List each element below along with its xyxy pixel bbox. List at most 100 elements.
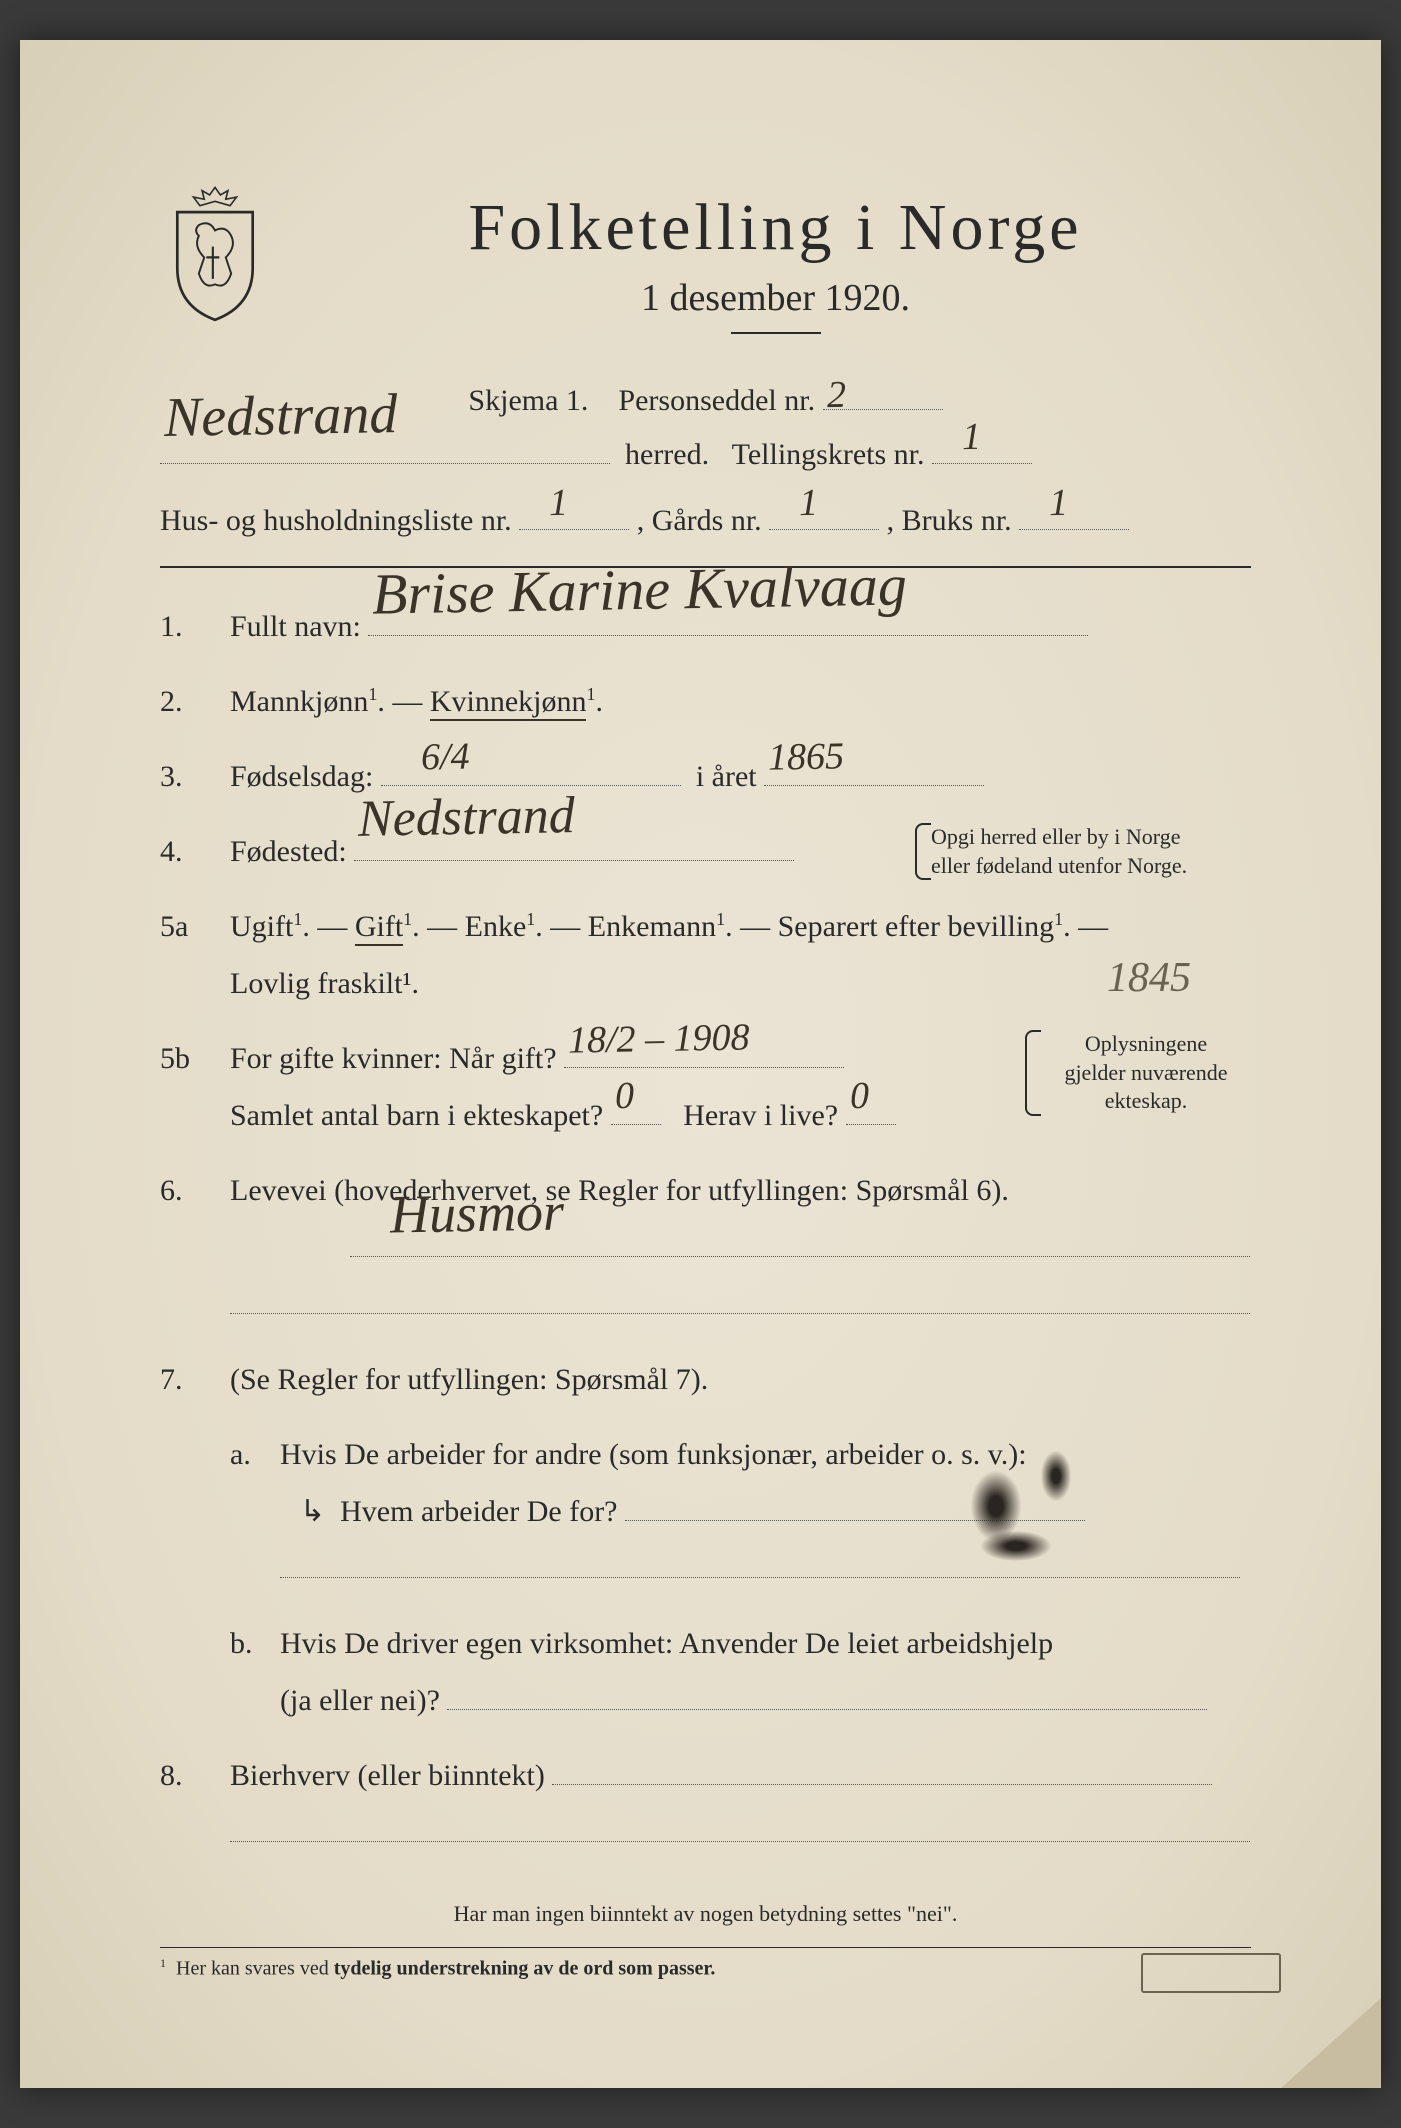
coat-of-arms-icon	[160, 182, 270, 322]
footnote-bottom: 1 Her kan svares ved tydelig understrekn…	[160, 1947, 1251, 1981]
bruk-value: 1	[1049, 468, 1069, 537]
q5b-body: For gifte kvinner: Når gift? 18/2 – 1908…	[230, 1030, 1251, 1144]
q5a-margin-note: 1845	[1107, 954, 1191, 1002]
q5b-label-b: Samlet antal barn i ekteskapet?	[230, 1099, 603, 1132]
q4-note-l1: Opgi herred eller by i Norge	[931, 823, 1251, 852]
q7a-slot2	[280, 1577, 1240, 1578]
q3-year-slot: 1865	[764, 785, 984, 786]
q7b-num: b.	[230, 1615, 280, 1729]
q7b-slot	[447, 1709, 1207, 1710]
q1-label: Fullt navn:	[230, 610, 361, 643]
q3-year-value: 1865	[768, 720, 845, 794]
person-nr-slot: 2	[823, 409, 943, 410]
q4-label: Fødested:	[230, 835, 347, 868]
ink-blot-3	[981, 1531, 1051, 1561]
q1-row: 1. Fullt navn: Brise Karine Kvalvaag	[160, 598, 1251, 655]
q8-slot	[552, 1784, 1212, 1785]
q5b-alive-slot: 0	[846, 1124, 896, 1125]
q7a-sub: Hvem arbeider De for?	[340, 1495, 617, 1528]
q5b-num: 5b	[160, 1042, 230, 1076]
q7-body: (Se Regler for utfyllingen: Spørsmål 7).…	[230, 1351, 1251, 1729]
herred-slot: Nedstrand	[160, 463, 610, 464]
person-nr-value: 2	[826, 373, 846, 417]
krets-value: 1	[961, 402, 981, 471]
q7a: a. Hvis De arbeider for andre (som funks…	[230, 1426, 1251, 1597]
herred-label: herred.	[625, 438, 709, 471]
q6-row: 6. Levevei (hovederhvervet, se Regler fo…	[160, 1162, 1251, 1333]
q5a-body: Ugift1. — Gift1. — Enke1. — Enkemann1. —…	[230, 898, 1251, 1012]
q4-note-l2: eller fødeland utenfor Norge.	[931, 852, 1251, 881]
q2-end: .	[595, 685, 603, 718]
q8-num: 8.	[160, 1759, 230, 1793]
krets-label: Tellingskrets nr.	[732, 438, 925, 471]
q5b-label-a: For gifte kvinner: Når gift?	[230, 1042, 557, 1075]
q5b-note-l3: ekteskap.	[1041, 1087, 1251, 1116]
title-block: Folketelling i Norge 1 desember 1920.	[300, 190, 1251, 334]
q7b-label: Hvis De driver egen virksomhet: Anvender…	[280, 1627, 1053, 1660]
q4-note: Opgi herred eller by i Norge eller fødel…	[931, 823, 1251, 880]
title-rule	[731, 332, 821, 334]
q7a-label: Hvis De arbeider for andre (som funksjon…	[280, 1438, 1027, 1471]
q8-body: Bierhverv (eller biinntekt)	[230, 1747, 1251, 1861]
q5a-row: 5a Ugift1. — Gift1. — Enke1. — Enkemann1…	[160, 898, 1251, 1012]
fn1-num: 1	[160, 1956, 166, 1970]
q6-label: Levevei (hovederhvervet, se Regler for u…	[230, 1174, 1009, 1207]
hus-value: 1	[549, 468, 569, 537]
skjema-prefix: Skjema 1.	[468, 384, 588, 417]
q5b-alive-value: 0	[849, 1060, 869, 1133]
q1-value: Brise Karine Kvalvaag	[371, 530, 908, 650]
q7a-num: a.	[230, 1426, 280, 1597]
krets-slot: 1	[932, 463, 1032, 464]
q8-label: Bierhverv (eller biinntekt)	[230, 1759, 545, 1792]
main-title: Folketelling i Norge	[300, 190, 1251, 266]
q2-label-b: Kvinnekjønn	[430, 685, 587, 721]
hus-slot: 1	[519, 529, 629, 530]
q3-row: 3. Fødselsdag: 6/4 i året 1865	[160, 748, 1251, 805]
q8-slot2	[230, 1841, 1250, 1842]
q4-main: Fødested: Nedstrand	[230, 823, 921, 880]
footnote-nei: Har man ingen biinntekt av nogen betydni…	[160, 1901, 1251, 1927]
q2-body: Mannkjønn1. — Kvinnekjønn1.	[230, 673, 1251, 730]
header: Folketelling i Norge 1 desember 1920.	[160, 190, 1251, 334]
bruk-slot: 1	[1019, 529, 1129, 530]
printer-stamp	[1141, 1953, 1281, 1993]
q1-slot: Brise Karine Kvalvaag	[368, 635, 1088, 636]
q1-body: Fullt navn: Brise Karine Kvalvaag	[230, 598, 1251, 655]
herred-value: Nedstrand	[163, 364, 398, 469]
herred-line: Nedstrand herred. Tellingskrets nr. 1	[160, 428, 1251, 482]
q8-row: 8. Bierhverv (eller biinntekt)	[160, 1747, 1251, 1861]
q2-sup1: 1	[368, 684, 377, 704]
q4-row: 4. Fødested: Nedstrand Opgi herred eller…	[160, 823, 1251, 880]
gard-label: , Gårds nr.	[637, 504, 762, 537]
q7b: b. Hvis De driver egen virksomhet: Anven…	[230, 1615, 1251, 1729]
q7b-body: Hvis De driver egen virksomhet: Anvender…	[280, 1615, 1251, 1729]
q7-row: 7. (Se Regler for utfyllingen: Spørsmål …	[160, 1351, 1251, 1729]
q1-num: 1.	[160, 610, 230, 644]
q3-label-b: i året	[696, 760, 757, 793]
q5a-text2: Lovlig fraskilt¹.	[230, 967, 419, 1000]
census-form-page: Folketelling i Norge 1 desember 1920. Sk…	[20, 40, 1381, 2088]
q5a-num: 5a	[160, 910, 230, 944]
q3-num: 3.	[160, 760, 230, 794]
q5b-row: 5b For gifte kvinner: Når gift? 18/2 – 1…	[160, 1030, 1251, 1144]
q7b-sub: (ja eller nei)?	[280, 1684, 440, 1717]
q6-slot2	[230, 1313, 1250, 1314]
q5b-children-slot: 0	[611, 1124, 661, 1125]
q4-value: Nedstrand	[357, 767, 575, 870]
q3-label-a: Fødselsdag:	[230, 760, 373, 793]
q2-label-a: Mannkjønn	[230, 685, 368, 718]
q2-sep: . —	[377, 685, 430, 718]
q7-label: (Se Regler for utfyllingen: Spørsmål 7).	[230, 1363, 708, 1396]
q5b-main: For gifte kvinner: Når gift? 18/2 – 1908…	[230, 1030, 1031, 1144]
ink-blot-2	[1041, 1451, 1071, 1501]
q6-body: Levevei (hovederhvervet, se Regler for u…	[230, 1162, 1251, 1333]
page-dogear	[1281, 1998, 1381, 2088]
q4-body: Fødested: Nedstrand Opgi herred eller by…	[230, 823, 1251, 880]
subtitle: 1 desember 1920.	[300, 276, 1251, 320]
skjema-person-label: Personseddel nr.	[618, 384, 815, 417]
q6-slot: Husmor	[350, 1256, 1250, 1257]
q5b-note: Oplysningene gjelder nuværende ekteskap.	[1041, 1030, 1251, 1116]
q5b-children-value: 0	[614, 1060, 634, 1133]
q2-num: 2.	[160, 685, 230, 719]
gard-slot: 1	[769, 529, 879, 530]
